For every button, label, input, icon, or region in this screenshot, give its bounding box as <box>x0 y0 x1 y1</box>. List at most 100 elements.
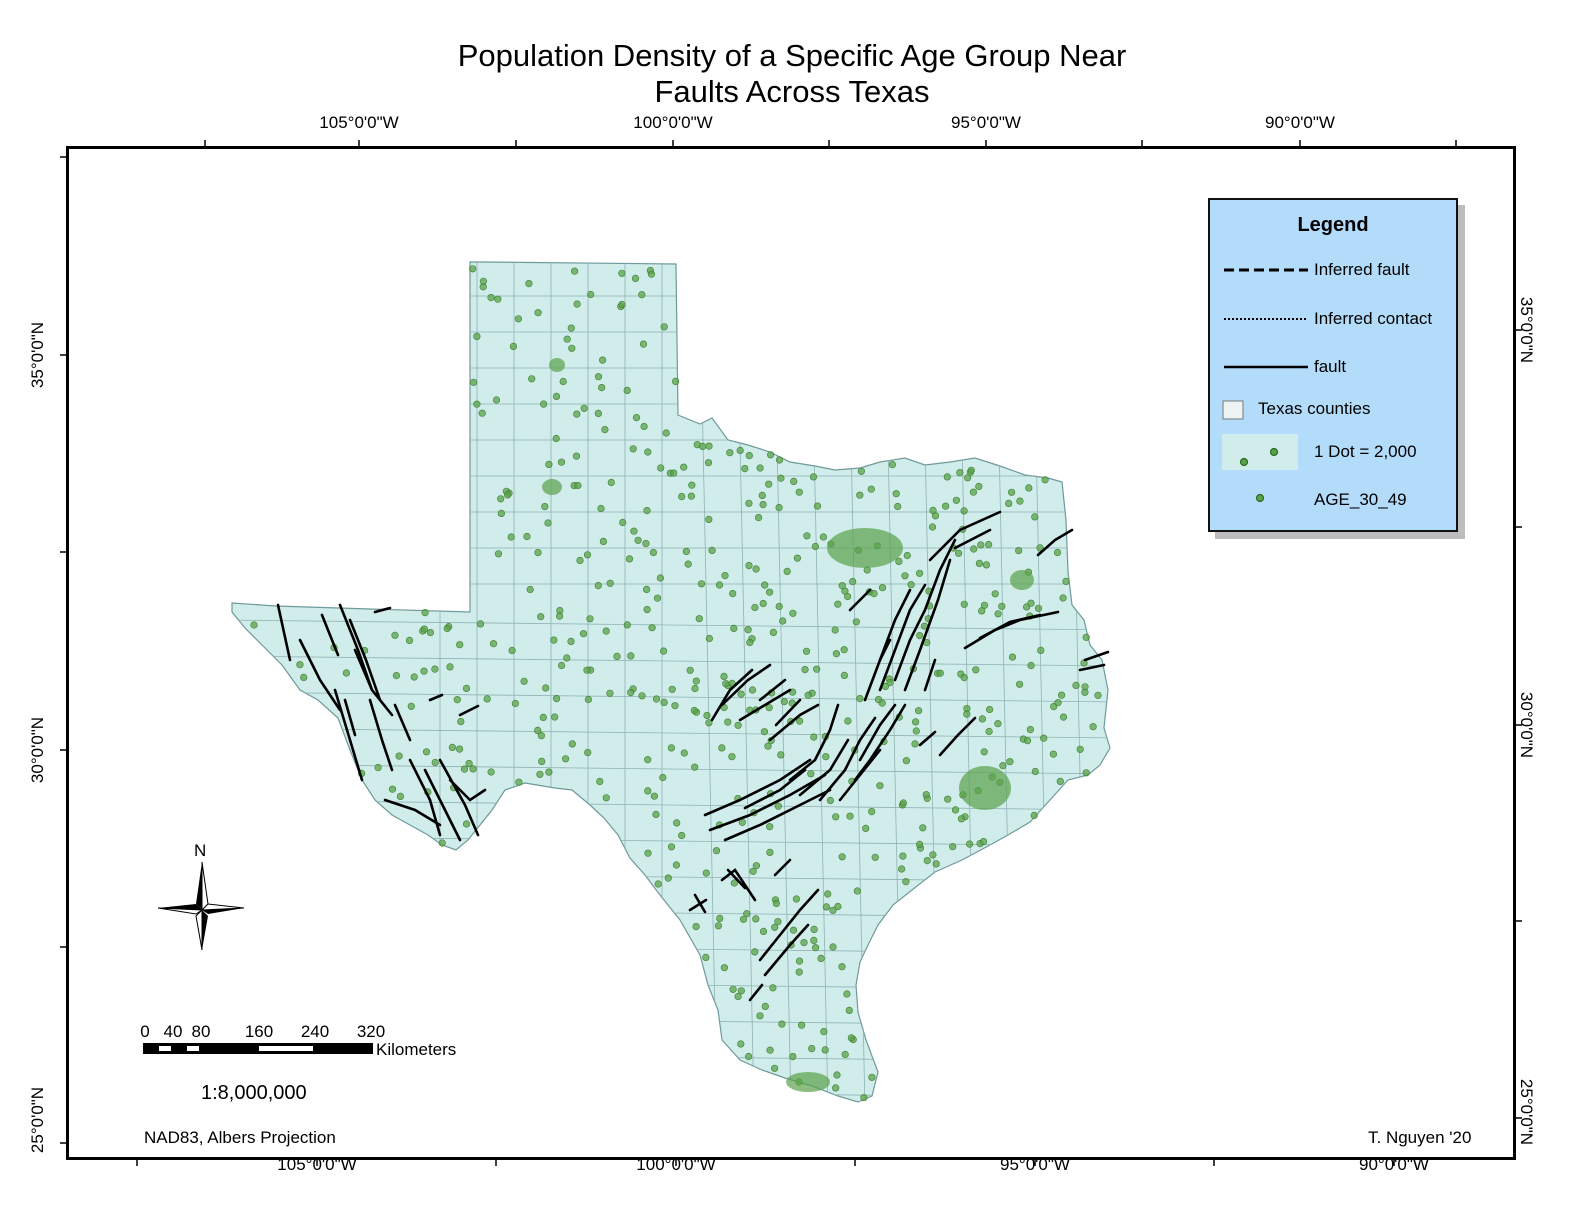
population-dot <box>704 459 713 467</box>
population-dot <box>623 621 631 629</box>
population-dot <box>659 647 668 655</box>
population-dot <box>803 532 811 540</box>
population-dot <box>1006 758 1014 766</box>
population-dot <box>982 561 991 569</box>
population-dot <box>426 628 435 637</box>
scale-bar <box>143 1043 373 1054</box>
population-dot <box>504 491 512 499</box>
population-dot <box>772 899 781 908</box>
population-dot <box>568 740 576 748</box>
population-dot <box>1057 691 1066 699</box>
fault-line <box>773 858 792 877</box>
population-dot <box>846 812 854 820</box>
population-dot <box>456 745 464 753</box>
lon-label-top: 90°0'0"W <box>1265 113 1335 132</box>
population-dot <box>448 743 457 752</box>
population-dot <box>802 647 811 655</box>
population-dot <box>724 718 732 726</box>
population-dot <box>555 612 564 620</box>
population-dot <box>761 1002 769 1011</box>
population-dot <box>660 698 668 707</box>
population-dot <box>563 335 571 343</box>
population-dot <box>736 446 744 455</box>
population-dot <box>1008 653 1017 661</box>
population-dot <box>534 726 542 735</box>
population-dot <box>583 666 591 674</box>
fault-line <box>738 688 792 722</box>
author-credit: T. Nguyen '20 <box>1368 1128 1472 1147</box>
population-dot <box>584 695 593 704</box>
population-dot <box>844 717 852 725</box>
population-dot <box>963 710 971 718</box>
population-dot <box>647 270 656 278</box>
inferred-contact-symbol <box>1224 318 1308 320</box>
population-dot <box>497 509 506 518</box>
legend-item-label: Texas counties <box>1258 399 1371 418</box>
population-dot <box>422 748 431 756</box>
population-dot <box>538 757 546 766</box>
population-dot <box>602 627 610 635</box>
population-dot <box>640 422 648 431</box>
population-dot <box>911 740 919 748</box>
fault-line <box>348 618 382 702</box>
population-dot <box>795 957 804 965</box>
fault-line <box>853 703 907 782</box>
population-dot <box>820 1027 828 1036</box>
population-dot <box>761 581 769 589</box>
population-dot <box>650 792 659 800</box>
population-dot <box>804 691 812 699</box>
population-dot <box>871 853 879 861</box>
population-dot <box>392 671 401 680</box>
population-dot <box>534 309 542 317</box>
population-dot <box>601 426 609 434</box>
population-dot <box>897 865 906 873</box>
population-dot <box>734 721 742 729</box>
population-dot <box>551 713 559 721</box>
population-dot <box>523 532 531 541</box>
population-dot <box>956 469 964 477</box>
fault-line <box>333 688 364 782</box>
population-dot <box>469 265 477 273</box>
population-dot <box>928 523 937 531</box>
population-dot <box>894 502 902 511</box>
population-dot <box>668 685 676 693</box>
lon-label-top: 95°0'0"W <box>951 113 1021 132</box>
population-dot <box>726 449 734 457</box>
population-dot <box>811 944 820 952</box>
fault-line <box>798 738 850 797</box>
population-dot <box>874 695 883 704</box>
fault-line <box>438 758 480 837</box>
population-dot <box>1005 499 1013 508</box>
population-dot <box>644 787 652 795</box>
population-dot <box>843 990 851 998</box>
population-dot <box>952 496 961 504</box>
population-dot <box>568 344 576 352</box>
population-dot <box>487 768 495 776</box>
population-dot <box>1094 691 1102 699</box>
population-dot <box>629 445 637 453</box>
population-dot <box>1015 680 1024 688</box>
population-dot <box>780 697 788 706</box>
population-dot <box>638 291 646 299</box>
population-dot <box>824 890 832 898</box>
population-dot <box>849 577 857 586</box>
population-dot <box>395 752 403 760</box>
population-dot <box>342 669 351 677</box>
fault-line <box>428 693 444 702</box>
population-dot <box>653 594 662 602</box>
population-dot <box>697 580 706 588</box>
population-dot <box>300 673 308 682</box>
population-dot <box>902 757 911 765</box>
population-dot <box>599 537 608 546</box>
population-dot <box>667 744 676 752</box>
population-dot <box>632 414 641 422</box>
population-dot <box>479 277 488 285</box>
population-dot <box>810 925 818 934</box>
population-dot <box>766 848 774 857</box>
population-dot <box>969 488 978 496</box>
population-dot <box>405 636 414 645</box>
fault-line <box>1036 528 1074 557</box>
population-dot <box>832 813 840 821</box>
fault-line <box>774 698 802 727</box>
